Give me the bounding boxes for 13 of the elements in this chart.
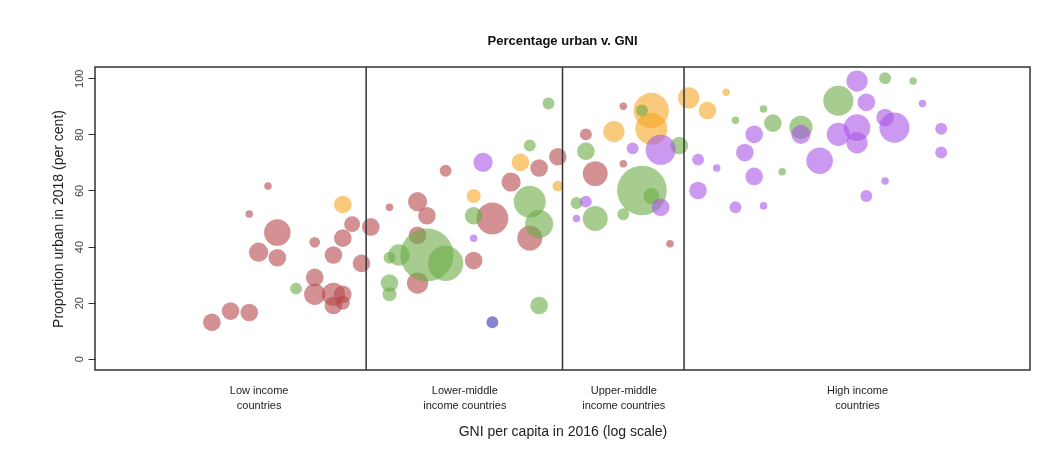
x-tick-label: Upper-middle income countries [582,383,666,411]
y-axis-title: Proportion urban in 2018 (per cent) [49,110,66,328]
y-tick-label: 100 [72,69,85,88]
y-tick-label: 20 [72,297,85,310]
y-tick-label: 40 [72,240,85,254]
y-tick-label: 60 [72,184,85,198]
chart-title: Percentage urban v. GNI [487,33,638,49]
y-tick-label: 0 [72,356,85,363]
x-tick-label: High income countries [826,383,889,411]
y-tick-label: 80 [72,128,85,141]
x-tick-label: Low income countries [229,383,289,411]
x-tick-label: Lower-middle income countries [423,383,507,411]
x-axis-title: GNI per capita in 2016 (log scale) [458,422,668,439]
